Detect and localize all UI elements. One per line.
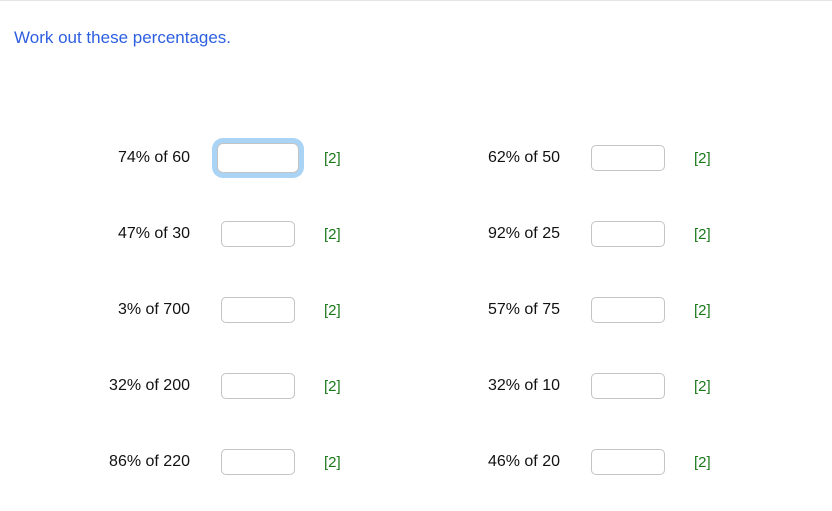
input-wrap	[208, 449, 308, 475]
answer-input[interactable]	[591, 449, 665, 475]
question-label: 57% of 75	[430, 301, 560, 319]
question-cell: 57% of 75 [2]	[430, 297, 800, 323]
input-wrap	[208, 221, 308, 247]
marks-label: [2]	[694, 302, 711, 319]
question-row: 32% of 200 [2] 32% of 10 [2]	[60, 348, 800, 424]
input-wrap	[578, 297, 678, 323]
answer-input[interactable]	[591, 221, 665, 247]
top-divider	[0, 0, 832, 1]
marks-label: [2]	[324, 150, 341, 167]
answer-input[interactable]	[591, 297, 665, 323]
answer-input[interactable]	[221, 449, 295, 475]
question-row: 74% of 60 [2] 62% of 50 [2]	[60, 120, 800, 196]
marks-label: [2]	[324, 378, 341, 395]
question-label: 47% of 30	[60, 225, 190, 243]
marks-label: [2]	[694, 454, 711, 471]
question-cell: 32% of 200 [2]	[60, 373, 430, 399]
question-cell: 74% of 60 [2]	[60, 143, 430, 173]
question-row: 86% of 220 [2] 46% of 20 [2]	[60, 424, 800, 500]
marks-label: [2]	[324, 454, 341, 471]
answer-input[interactable]	[221, 221, 295, 247]
question-label: 86% of 220	[60, 453, 190, 471]
question-cell: 62% of 50 [2]	[430, 145, 800, 171]
question-label: 92% of 25	[430, 225, 560, 243]
question-cell: 32% of 10 [2]	[430, 373, 800, 399]
answer-input[interactable]	[591, 145, 665, 171]
input-wrap	[208, 297, 308, 323]
question-cell: 92% of 25 [2]	[430, 221, 800, 247]
question-label: 32% of 10	[430, 377, 560, 395]
answer-input[interactable]	[591, 373, 665, 399]
input-wrap	[578, 145, 678, 171]
input-wrap	[208, 373, 308, 399]
question-cell: 86% of 220 [2]	[60, 449, 430, 475]
question-label: 74% of 60	[60, 149, 190, 167]
marks-label: [2]	[324, 302, 341, 319]
page-title: Work out these percentages.	[14, 28, 231, 48]
answer-input[interactable]	[221, 373, 295, 399]
marks-label: [2]	[694, 378, 711, 395]
input-wrap	[578, 221, 678, 247]
input-wrap	[208, 143, 308, 173]
question-grid: 74% of 60 [2] 62% of 50 [2] 47% of 30 [2…	[60, 120, 800, 500]
question-row: 3% of 700 [2] 57% of 75 [2]	[60, 272, 800, 348]
input-wrap	[578, 449, 678, 475]
question-cell: 46% of 20 [2]	[430, 449, 800, 475]
marks-label: [2]	[324, 226, 341, 243]
question-label: 62% of 50	[430, 149, 560, 167]
marks-label: [2]	[694, 226, 711, 243]
question-label: 3% of 700	[60, 301, 190, 319]
answer-input[interactable]	[221, 297, 295, 323]
question-cell: 3% of 700 [2]	[60, 297, 430, 323]
question-row: 47% of 30 [2] 92% of 25 [2]	[60, 196, 800, 272]
input-wrap	[578, 373, 678, 399]
question-cell: 47% of 30 [2]	[60, 221, 430, 247]
question-label: 32% of 200	[60, 377, 190, 395]
question-label: 46% of 20	[430, 453, 560, 471]
answer-input[interactable]	[217, 143, 299, 173]
marks-label: [2]	[694, 150, 711, 167]
